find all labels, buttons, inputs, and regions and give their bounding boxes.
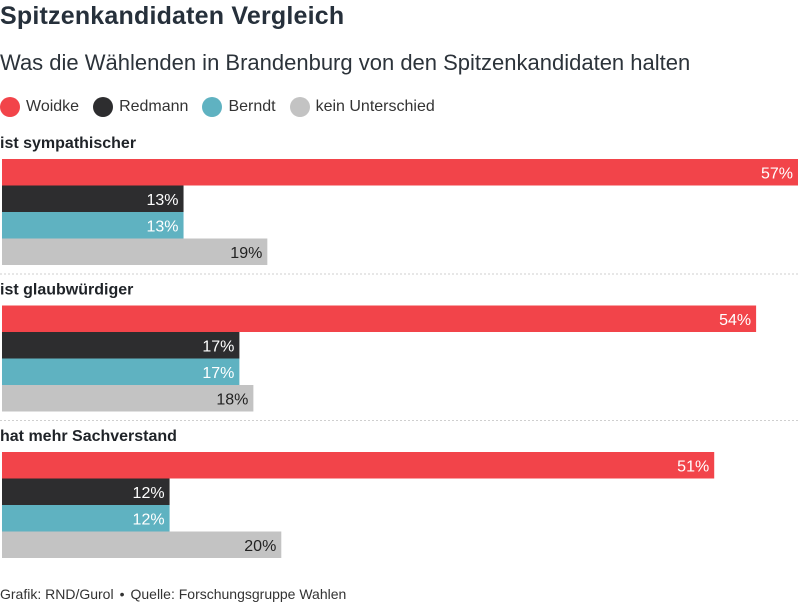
data-label: 12%: [133, 485, 165, 502]
bar: [2, 332, 240, 359]
data-label: 17%: [202, 338, 234, 355]
footer-separator: •: [119, 586, 125, 602]
data-label: 20%: [244, 538, 276, 555]
bar: [2, 185, 184, 212]
data-label: 17%: [202, 365, 234, 382]
bar: [2, 452, 715, 479]
chart-title: Spitzenkandidaten Vergleich: [0, 2, 345, 30]
legend-swatch: [289, 97, 310, 117]
legend-item-1: Redmann: [93, 97, 188, 117]
category-label: ist sympathischer: [0, 135, 136, 152]
bar: [2, 159, 798, 186]
bar: [2, 385, 254, 412]
legend-label: Redmann: [119, 98, 189, 115]
bar: [2, 531, 282, 558]
bar: [2, 358, 240, 385]
footer-source: Quelle: Forschungsgruppe Wahlen: [130, 586, 347, 602]
data-label: 12%: [133, 511, 165, 528]
data-label: 54%: [719, 312, 751, 329]
data-label: 51%: [677, 458, 709, 475]
legend-label: Berndt: [228, 98, 276, 115]
data-label: 57%: [761, 165, 793, 182]
legend-swatch: [0, 97, 20, 117]
bar: [2, 212, 184, 239]
data-label: 19%: [230, 245, 262, 262]
legend-item-2: Berndt: [202, 97, 276, 117]
legend-item-0: Woidke: [0, 97, 79, 117]
bar: [2, 478, 170, 505]
data-label: 18%: [216, 391, 248, 408]
footer: Grafik: RND/Gurol • Quelle: Forschungsgrup…: [0, 586, 346, 602]
legend-label: Woidke: [26, 98, 80, 115]
legend: Woidke Redmann Berndt kein Unterschied: [0, 96, 449, 118]
bar: [2, 505, 170, 532]
bar: [2, 238, 268, 265]
legend-label: kein Unterschied: [315, 98, 435, 115]
category-label: hat mehr Sachverstand: [0, 428, 177, 445]
data-label: 13%: [147, 218, 179, 235]
legend-swatch: [93, 97, 114, 117]
legend-swatch: [202, 97, 223, 117]
category-label: ist glaubwürdiger: [0, 282, 133, 299]
footer-credit: Grafik: RND/Gurol: [0, 586, 114, 602]
legend-item-3: kein Unterschied: [289, 97, 435, 117]
bar: [2, 305, 757, 332]
data-label: 13%: [147, 192, 179, 209]
chart-subtitle: Was die Wählenden in Brandenburg von den…: [0, 50, 691, 75]
